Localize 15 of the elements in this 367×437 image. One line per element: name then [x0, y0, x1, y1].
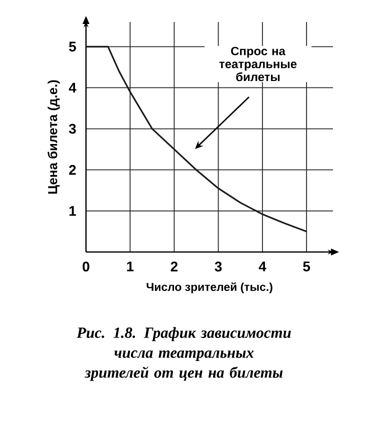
x-tick-label: 0	[82, 262, 90, 272]
x-tick-label: 4	[258, 262, 266, 272]
y-tick-label: 2	[69, 164, 76, 175]
y-tick-label: 4	[68, 82, 76, 93]
y-tick-label: 5	[69, 42, 76, 52]
text: Рис. 1.8. График зависимости числа театральных зрителей от цен на билеты	[76, 327, 291, 381]
annotation: Спрос на театральные билеты	[219, 46, 297, 82]
y-tick-label: 1	[69, 206, 76, 216]
x-tick-label: 3	[214, 262, 222, 272]
y-tick-label: 3	[68, 124, 76, 134]
x-tick-label: 2	[170, 262, 178, 272]
x-tick-label: 1	[127, 262, 134, 272]
x-axis-title: Число зрителей (тыс.)	[146, 282, 272, 294]
y-axis-title: Цена билета (д.е.)	[48, 80, 60, 194]
x-tick-label: 5	[303, 262, 310, 272]
